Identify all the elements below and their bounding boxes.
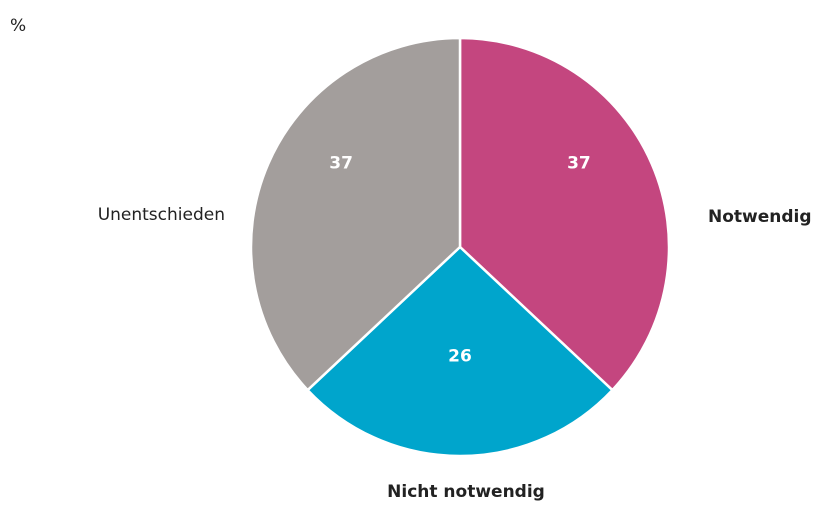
category-label: Notwendig [708, 207, 812, 227]
pie-slice [305, 245, 615, 458]
pie-slice [249, 36, 462, 392]
value-label: 37 [329, 154, 353, 174]
value-label: 26 [448, 347, 472, 367]
unit-label: % [10, 16, 26, 36]
category-label: Nicht notwendig [387, 482, 545, 502]
value-label: 37 [567, 154, 591, 174]
pie-slice [458, 36, 671, 392]
category-label: Unentschieden [98, 205, 225, 225]
